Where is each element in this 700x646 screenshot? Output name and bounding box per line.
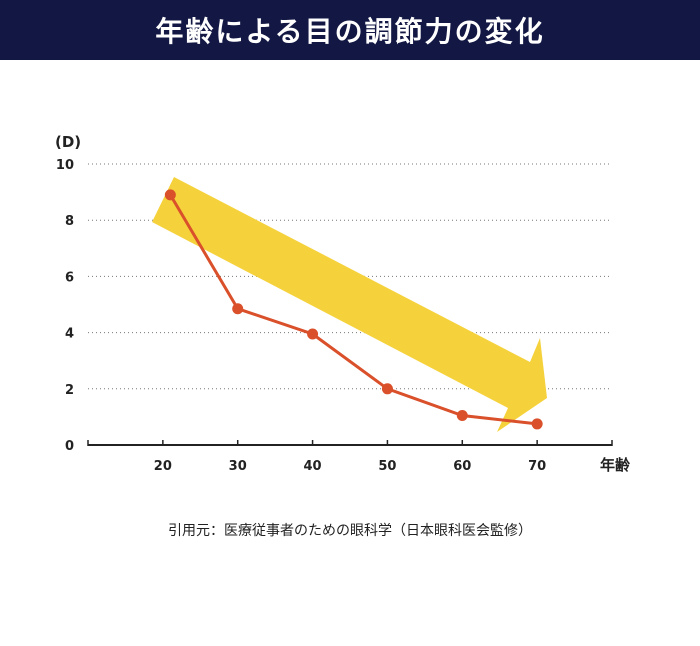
y-tick-label: 10 — [56, 158, 74, 173]
x-tick-label: 20 — [154, 459, 172, 474]
y-axis-label: (D) — [55, 133, 81, 151]
y-tick-label: 8 — [65, 214, 74, 229]
data-point — [531, 418, 543, 430]
header-banner: 年齢による目の調節力の変化 — [0, 0, 700, 60]
source-note: 引用元：医療従事者のための眼科学（日本眼科医会監修） — [168, 523, 532, 539]
data-point — [456, 409, 468, 421]
y-tick-labels: 0 2 4 6 8 10 — [56, 158, 74, 454]
x-tick-label: 60 — [453, 459, 471, 474]
series-line — [169, 194, 538, 426]
x-tick-labels: 20 30 40 50 60 70 — [154, 459, 546, 474]
chart-title: 年齢による目の調節力の変化 — [155, 15, 545, 48]
y-tick-label: 2 — [65, 383, 74, 398]
y-tick-label: 0 — [65, 439, 74, 454]
trend-arrow-icon — [152, 177, 547, 432]
data-point — [307, 328, 319, 340]
data-point — [232, 303, 244, 315]
x-tick-label: 40 — [304, 459, 322, 474]
x-tick-label: 50 — [378, 459, 396, 474]
x-tick-label: 70 — [528, 459, 546, 474]
x-tick-marks — [87, 440, 613, 446]
data-points — [164, 189, 543, 430]
x-axis-label: 年齢 — [600, 456, 631, 474]
y-tick-label: 4 — [65, 327, 74, 342]
data-point — [381, 383, 393, 395]
x-tick-label: 30 — [229, 459, 247, 474]
y-tick-label: 6 — [65, 270, 74, 285]
data-point — [164, 189, 176, 201]
